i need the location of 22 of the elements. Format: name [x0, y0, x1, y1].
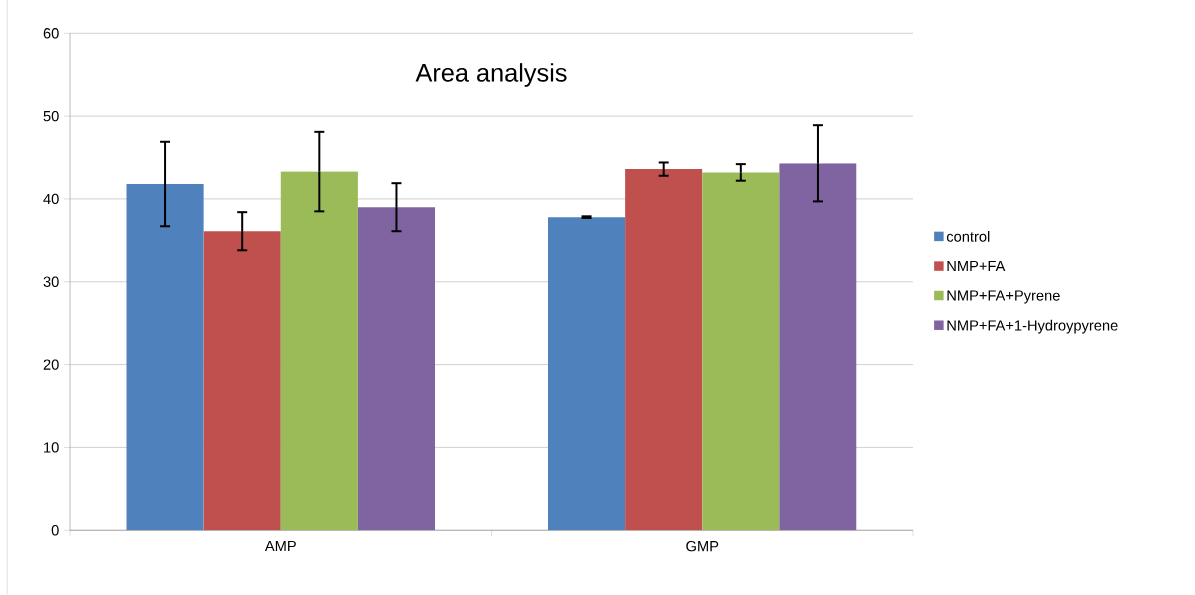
legend-label: NMP+FA+Pyrene [947, 290, 1060, 304]
y-tick-label: 40 [43, 193, 59, 205]
y-tick-label: 30 [43, 276, 59, 288]
y-tick-label: 0 [51, 525, 59, 536]
y-tick-label: 20 [43, 359, 59, 371]
text: Area analysis [415, 63, 567, 87]
legend-label: NMP+FA+1-Hydroypyrene [947, 320, 1118, 334]
bar [203, 231, 281, 531]
bar [357, 207, 436, 531]
bar [779, 163, 857, 531]
bar [702, 172, 780, 531]
bar [126, 184, 204, 531]
y-tick-label: 50 [43, 111, 59, 122]
legend-label: control [946, 231, 990, 243]
legend-label: NMP+FA [947, 261, 1006, 272]
x-tick-label: AMP [264, 541, 296, 552]
bar [280, 171, 358, 531]
bar [625, 169, 703, 531]
x-tick-label: GMP [686, 541, 719, 552]
y-tick-label: 60 [43, 28, 59, 39]
y-tick-label: 10 [44, 442, 59, 453]
bar [547, 217, 626, 531]
